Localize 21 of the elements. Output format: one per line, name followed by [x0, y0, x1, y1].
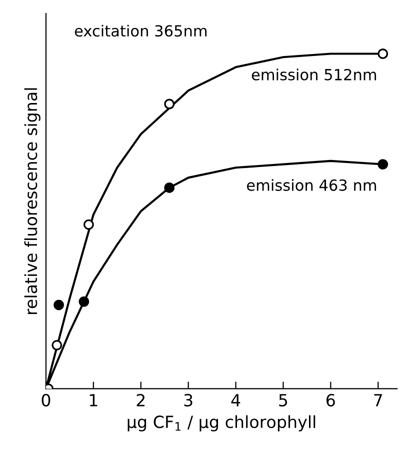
x-axis-title: μg CF$_{1}$ / μg chlorophyll	[128, 415, 316, 432]
x-tick-label: 0	[42, 394, 50, 406]
point	[164, 182, 175, 193]
y-axis-title: relative fluorescence signal	[24, 88, 40, 314]
x-tick-label: 3	[184, 394, 192, 406]
point	[54, 300, 64, 310]
x-tick-label: 7	[374, 394, 382, 406]
x-tick-label: 1	[90, 394, 98, 406]
x-tick-label: 2	[136, 394, 145, 406]
series-label: emission 512nm	[252, 68, 376, 80]
point	[78, 296, 90, 307]
point	[52, 340, 62, 350]
x-tick-label: 4	[231, 394, 240, 406]
text: excitation 365nm	[74, 24, 207, 37]
x-tick-label: 5	[279, 394, 288, 406]
point	[378, 48, 388, 59]
point	[378, 159, 388, 170]
series-label: emission 463 nm	[247, 179, 376, 191]
point	[164, 98, 175, 110]
x-tick-label: 6	[326, 394, 335, 406]
point	[83, 219, 94, 230]
